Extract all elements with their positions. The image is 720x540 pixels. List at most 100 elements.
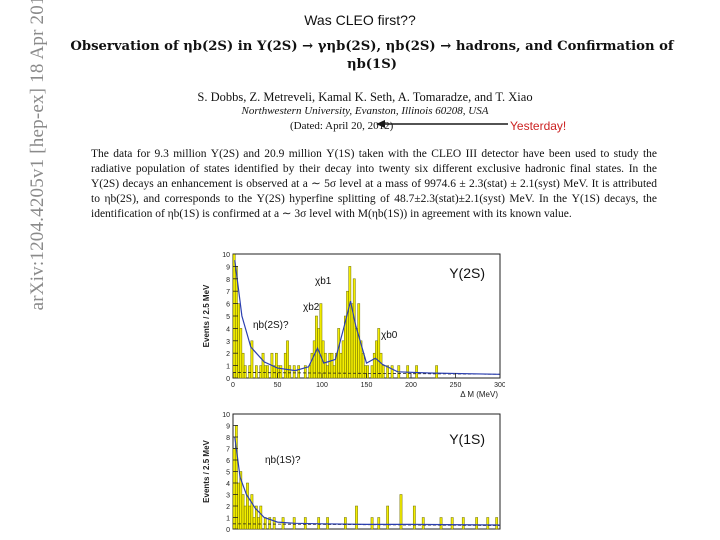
histogram-bar — [326, 365, 329, 379]
histogram-bar — [355, 328, 358, 379]
y-tick-label: 0 — [226, 376, 230, 383]
histogram-bar — [377, 517, 381, 530]
histogram-bar — [370, 365, 374, 379]
histogram-bar — [377, 328, 381, 379]
histogram-bar — [399, 494, 403, 530]
histogram-bar — [303, 365, 307, 379]
histogram-bar — [308, 365, 312, 379]
histogram-bar — [386, 505, 389, 530]
peak-annotation: ηb(1S)? — [265, 455, 301, 466]
x-tick-label: 150 — [361, 382, 373, 389]
x-axis-label: Δ M (MeV) — [460, 390, 498, 399]
histogram-bar — [495, 517, 499, 530]
y-tick-label: 5 — [226, 470, 230, 477]
arrow-icon — [376, 120, 508, 128]
yesterday-annotation: Yesterday! — [510, 119, 567, 133]
histogram-bar — [315, 315, 318, 379]
histogram-bar — [341, 340, 345, 379]
histogram-bar — [259, 505, 263, 530]
y-tick-label: 8 — [226, 277, 230, 284]
histogram-bar — [288, 365, 292, 379]
histogram-bar — [381, 365, 385, 379]
histogram-bar — [312, 340, 316, 379]
y-tick-label: 4 — [226, 326, 230, 333]
x-tick-label: 300 — [494, 382, 505, 389]
histogram-bar — [252, 517, 256, 530]
histogram-bar — [435, 365, 438, 379]
histogram-bar — [232, 448, 236, 530]
paper-title-line2: ηb(1S) — [347, 57, 397, 72]
paper-title: Observation of ηb(2S) in Υ(2S) → γηb(2S)… — [56, 38, 688, 74]
x-tick-label: 0 — [231, 382, 235, 389]
histogram-bar — [279, 365, 283, 379]
histogram-bar — [297, 365, 301, 379]
x-tick-label: 50 — [274, 382, 282, 389]
histogram-bar — [259, 365, 263, 379]
histogram-bar — [475, 517, 478, 530]
histogram-bar — [261, 352, 265, 379]
y-tick-label: 1 — [226, 516, 230, 523]
histogram-bar — [323, 352, 327, 379]
x-tick-label: 200 — [405, 382, 417, 389]
histogram-bar — [348, 266, 352, 379]
y-axis-label: Events / 2.5 MeV — [202, 439, 211, 502]
histogram-bar — [286, 340, 289, 379]
y-tick-label: 6 — [226, 458, 230, 465]
fit-curve — [234, 260, 501, 375]
y-axis-label: Events / 2.5 MeV — [202, 284, 211, 347]
y-tick-label: 7 — [226, 447, 230, 454]
y-tick-label: 6 — [226, 302, 230, 309]
paper-authors: S. Dobbs, Z. Metreveli, Kamal K. Seth, A… — [197, 90, 533, 104]
slide-title: Was CLEO first?? — [304, 12, 416, 28]
histogram-bar — [421, 517, 425, 530]
histogram-bar — [379, 352, 383, 379]
histogram-bar — [248, 505, 252, 530]
y-tick-label: 7 — [226, 289, 230, 296]
histogram-bar — [255, 365, 258, 379]
peak-annotation: ηb(2S)? — [253, 320, 289, 331]
histogram-bar — [361, 352, 365, 379]
histogram-bar — [272, 517, 276, 530]
histogram-bar — [257, 517, 260, 530]
histogram-bar — [486, 517, 490, 530]
y-tick-label: 9 — [226, 264, 230, 271]
histogram-bar — [243, 365, 247, 379]
histogram-bar — [390, 365, 394, 379]
histogram-bar — [337, 328, 341, 379]
histogram-bar — [283, 352, 287, 379]
histogram-bar — [415, 365, 418, 379]
histogram-bar — [366, 365, 369, 379]
histogram-bar — [319, 303, 323, 379]
histogram-bar — [344, 517, 347, 530]
histogram-bar — [292, 365, 296, 379]
y-tick-label: 8 — [226, 435, 230, 442]
histogram-bar — [386, 365, 389, 379]
histogram-bar — [355, 505, 358, 530]
peak-annotation: χb1 — [315, 276, 332, 287]
histogram-bar — [268, 517, 272, 530]
panel-title: Υ(1S) — [449, 431, 485, 447]
y-tick-label: 10 — [222, 252, 230, 259]
histogram-bar — [330, 352, 334, 379]
y-tick-label: 2 — [226, 504, 230, 511]
histogram-bar — [243, 505, 247, 530]
histogram-bar — [461, 517, 465, 530]
paper-title-line1: Observation of ηb(2S) in Υ(2S) → γηb(2S)… — [70, 39, 674, 54]
x-tick-label: 100 — [316, 382, 328, 389]
paper-abstract: The data for 9.3 million Υ(2S) and 20.9 … — [91, 147, 657, 222]
histogram-bar — [250, 494, 254, 530]
histogram-bar — [248, 365, 252, 379]
histogram-bar — [352, 278, 356, 379]
y-tick-label: 10 — [222, 412, 230, 419]
histogram-bar — [412, 505, 416, 530]
arxiv-stamp: arXiv:1204.4205v1 [hep-ex] 18 Apr 2012 — [27, 0, 48, 311]
histogram-bar — [339, 352, 343, 379]
histogram-bar — [328, 352, 332, 379]
histogram-bar — [370, 517, 374, 530]
histogram-bar — [372, 352, 376, 379]
fit-curve — [234, 436, 501, 526]
histogram-bar — [250, 340, 254, 379]
y-tick-label: 3 — [226, 493, 230, 500]
histogram-bar — [346, 290, 349, 379]
x-tick-label: 250 — [450, 382, 462, 389]
